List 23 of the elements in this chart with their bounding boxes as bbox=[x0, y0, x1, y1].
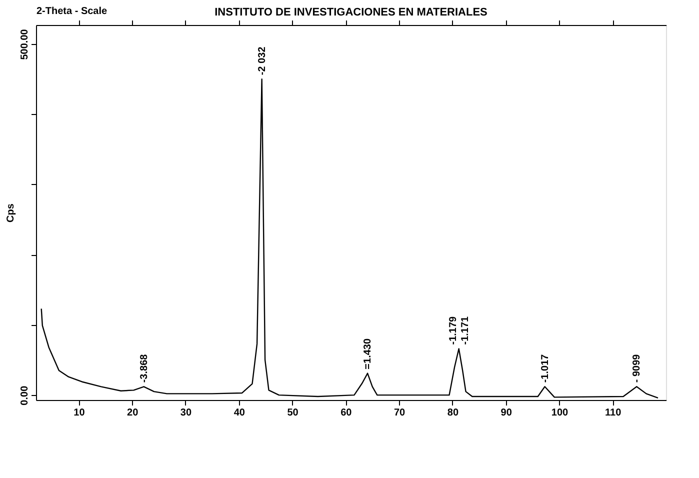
annotation: -1.179 bbox=[448, 316, 459, 345]
x-tick-label: 70 bbox=[394, 408, 406, 418]
x-tick-label: 10 bbox=[74, 408, 86, 418]
x-axis-title: 2-Theta - Scale bbox=[36, 6, 108, 17]
x-tick-label: 50 bbox=[287, 408, 299, 418]
x-tick-label: 80 bbox=[447, 408, 459, 418]
y-axis-title: Cps bbox=[6, 203, 16, 222]
annotation: -2 032 bbox=[256, 46, 268, 76]
x-tick-label: 100 bbox=[551, 408, 568, 418]
x-tick-label: 40 bbox=[234, 408, 246, 418]
annotation: -3.868 bbox=[138, 354, 150, 383]
annotation: =1.430 bbox=[362, 338, 374, 370]
x-tick-label: 60 bbox=[340, 408, 352, 418]
x-tick-label: 30 bbox=[180, 408, 192, 418]
y-tick-label: 0.00 bbox=[20, 385, 30, 406]
x-tick-label: 110 bbox=[605, 408, 622, 418]
x-tick-label: 90 bbox=[500, 408, 512, 418]
annotation: - 9099 bbox=[632, 354, 643, 383]
x-tick-label: 20 bbox=[127, 408, 139, 418]
annotation: -1.171 bbox=[460, 316, 471, 345]
chart-title: INSTITUTO DE INVESTIGACIONES EN MATERIALES bbox=[214, 6, 488, 18]
y-tick-label: 500.00 bbox=[20, 28, 30, 60]
annotation: -1.017 bbox=[540, 354, 551, 383]
